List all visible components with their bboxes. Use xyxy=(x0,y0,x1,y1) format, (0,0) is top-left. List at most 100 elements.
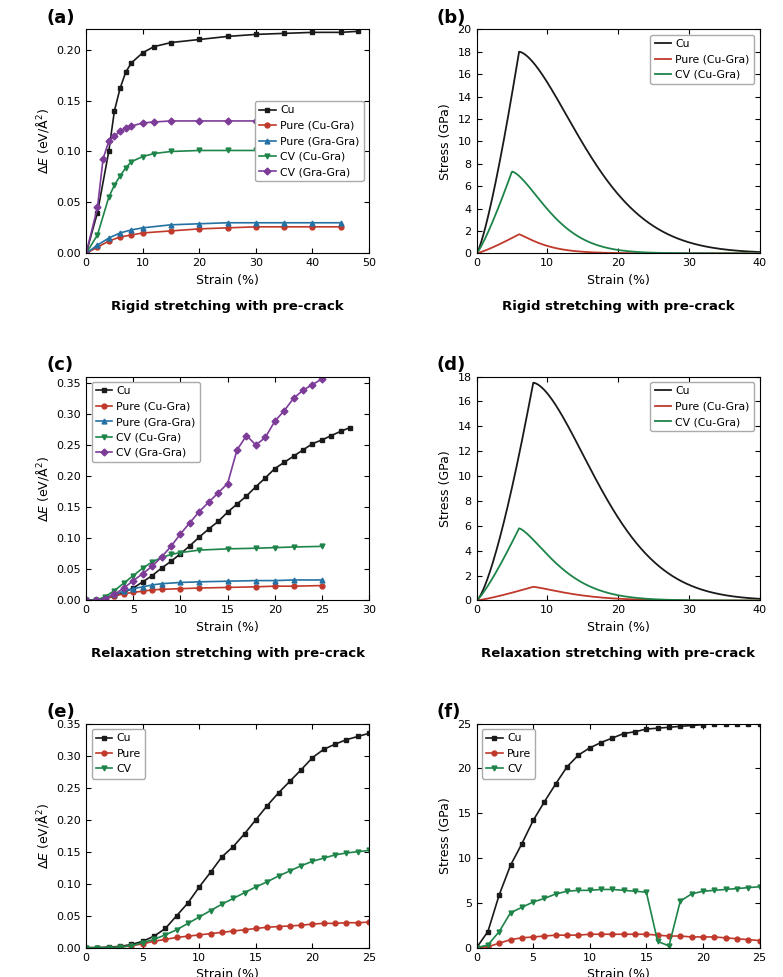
CV (Gra-Gra) xyxy=(270,415,280,427)
Y-axis label: Stress (GPa): Stress (GPa) xyxy=(439,450,452,527)
Pure (Gra-Gra) xyxy=(289,574,298,586)
Pure (Cu-Gra) xyxy=(317,579,327,591)
Pure xyxy=(664,930,673,942)
Y-axis label: $\Delta E$ (eV/Å$^2$): $\Delta E$ (eV/Å$^2$) xyxy=(34,455,51,522)
CV (Cu-Gra) xyxy=(755,247,764,259)
Pure (Cu-Gra) xyxy=(755,247,764,259)
CV xyxy=(687,888,696,900)
CV xyxy=(495,925,504,937)
Cu xyxy=(289,450,298,462)
Pure (Gra-Gra) xyxy=(91,595,100,607)
Cu xyxy=(81,942,91,954)
Pure xyxy=(206,928,215,940)
Cu xyxy=(115,82,124,94)
CV xyxy=(539,893,549,905)
Cu xyxy=(251,814,261,826)
Pure (Cu-Gra) xyxy=(626,247,635,259)
Line: Pure (Gra-Gra): Pure (Gra-Gra) xyxy=(84,221,343,256)
Cu xyxy=(223,30,233,42)
Pure xyxy=(539,930,549,942)
Cu xyxy=(607,501,616,513)
CV (Gra-Gra) xyxy=(128,574,138,586)
Pure xyxy=(483,941,493,953)
Text: (b): (b) xyxy=(437,9,467,26)
Cu xyxy=(204,523,214,534)
CV (Cu-Gra) xyxy=(755,595,764,607)
Cu xyxy=(483,925,493,937)
Pure xyxy=(183,930,193,942)
CV xyxy=(115,941,124,953)
Cu xyxy=(166,37,175,49)
CV (Cu-Gra) xyxy=(336,145,345,156)
Cu xyxy=(608,732,617,743)
Cu xyxy=(195,531,204,543)
Cu xyxy=(755,246,764,258)
CV xyxy=(104,942,114,954)
Cu xyxy=(749,246,758,258)
CV xyxy=(721,883,731,895)
Cu xyxy=(81,595,91,607)
Text: Rigid stretching with pre-crack: Rigid stretching with pre-crack xyxy=(111,300,344,314)
CV (Gra-Gra) xyxy=(214,487,223,498)
Cu xyxy=(653,722,662,734)
CV (Gra-Gra) xyxy=(280,404,289,416)
Legend: Cu, Pure (Cu-Gra), Pure (Gra-Gra), CV (Cu-Gra), CV (Gra-Gra): Cu, Pure (Cu-Gra), Pure (Gra-Gra), CV (C… xyxy=(255,102,363,182)
Cu xyxy=(110,105,119,116)
Pure (Cu-Gra) xyxy=(280,221,289,233)
CV (Gra-Gra) xyxy=(119,582,128,594)
Cu xyxy=(223,506,233,518)
Text: (a): (a) xyxy=(46,9,75,26)
Cu xyxy=(233,498,242,510)
CV xyxy=(150,933,159,945)
Cu xyxy=(127,57,136,68)
CV (Gra-Gra) xyxy=(91,595,100,607)
Cu xyxy=(92,942,102,954)
Line: Pure: Pure xyxy=(84,919,371,950)
Cu xyxy=(676,720,685,732)
Pure (Gra-Gra) xyxy=(81,595,91,607)
CV (Cu-Gra) xyxy=(640,593,650,605)
Cu xyxy=(608,504,618,516)
Pure xyxy=(240,924,249,936)
Cu xyxy=(327,430,336,442)
Pure (Cu-Gra) xyxy=(223,222,233,234)
CV (Cu-Gra) xyxy=(749,595,758,607)
Pure xyxy=(755,935,764,947)
Legend: Cu, Pure (Cu-Gra), Pure (Gra-Gra), CV (Cu-Gra), CV (Gra-Gra): Cu, Pure (Cu-Gra), Pure (Gra-Gra), CV (C… xyxy=(92,382,200,462)
CV xyxy=(676,895,685,907)
Pure xyxy=(517,932,526,944)
Cu xyxy=(308,438,317,449)
CV (Cu-Gra) xyxy=(104,191,114,203)
Pure xyxy=(274,920,283,932)
CV (Cu-Gra) xyxy=(147,556,157,568)
Pure xyxy=(217,926,226,938)
Pure xyxy=(585,928,594,940)
Pure xyxy=(127,940,136,952)
Line: CV (Gra-Gra): CV (Gra-Gra) xyxy=(84,376,324,603)
CV xyxy=(240,887,249,899)
Cu xyxy=(705,586,714,598)
Cu xyxy=(705,241,714,253)
Legend: Cu, Pure (Cu-Gra), CV (Cu-Gra): Cu, Pure (Cu-Gra), CV (Cu-Gra) xyxy=(651,35,754,84)
Pure (Gra-Gra) xyxy=(92,239,102,251)
CV xyxy=(127,940,136,952)
CV (Gra-Gra) xyxy=(150,116,159,128)
Line: Cu: Cu xyxy=(474,721,762,950)
Line: CV (Cu-Gra): CV (Cu-Gra) xyxy=(477,172,760,253)
Pure xyxy=(308,918,317,930)
Y-axis label: $\Delta E$ (eV/Å$^2$): $\Delta E$ (eV/Å$^2$) xyxy=(34,803,51,869)
Pure (Cu-Gra) xyxy=(119,588,128,600)
Cu xyxy=(472,247,482,259)
Cu xyxy=(172,910,182,921)
CV xyxy=(585,884,594,896)
Pure (Cu-Gra) xyxy=(157,583,166,595)
Pure (Cu-Gra) xyxy=(755,595,764,607)
Cu xyxy=(147,570,157,581)
Pure (Gra-Gra) xyxy=(128,583,138,595)
CV (Gra-Gra) xyxy=(92,201,102,213)
CV (Cu-Gra) xyxy=(127,155,136,167)
X-axis label: Strain (%): Strain (%) xyxy=(197,621,259,634)
CV (Gra-Gra) xyxy=(121,122,131,134)
Line: Cu: Cu xyxy=(477,383,760,601)
CV (Gra-Gra) xyxy=(110,130,119,142)
